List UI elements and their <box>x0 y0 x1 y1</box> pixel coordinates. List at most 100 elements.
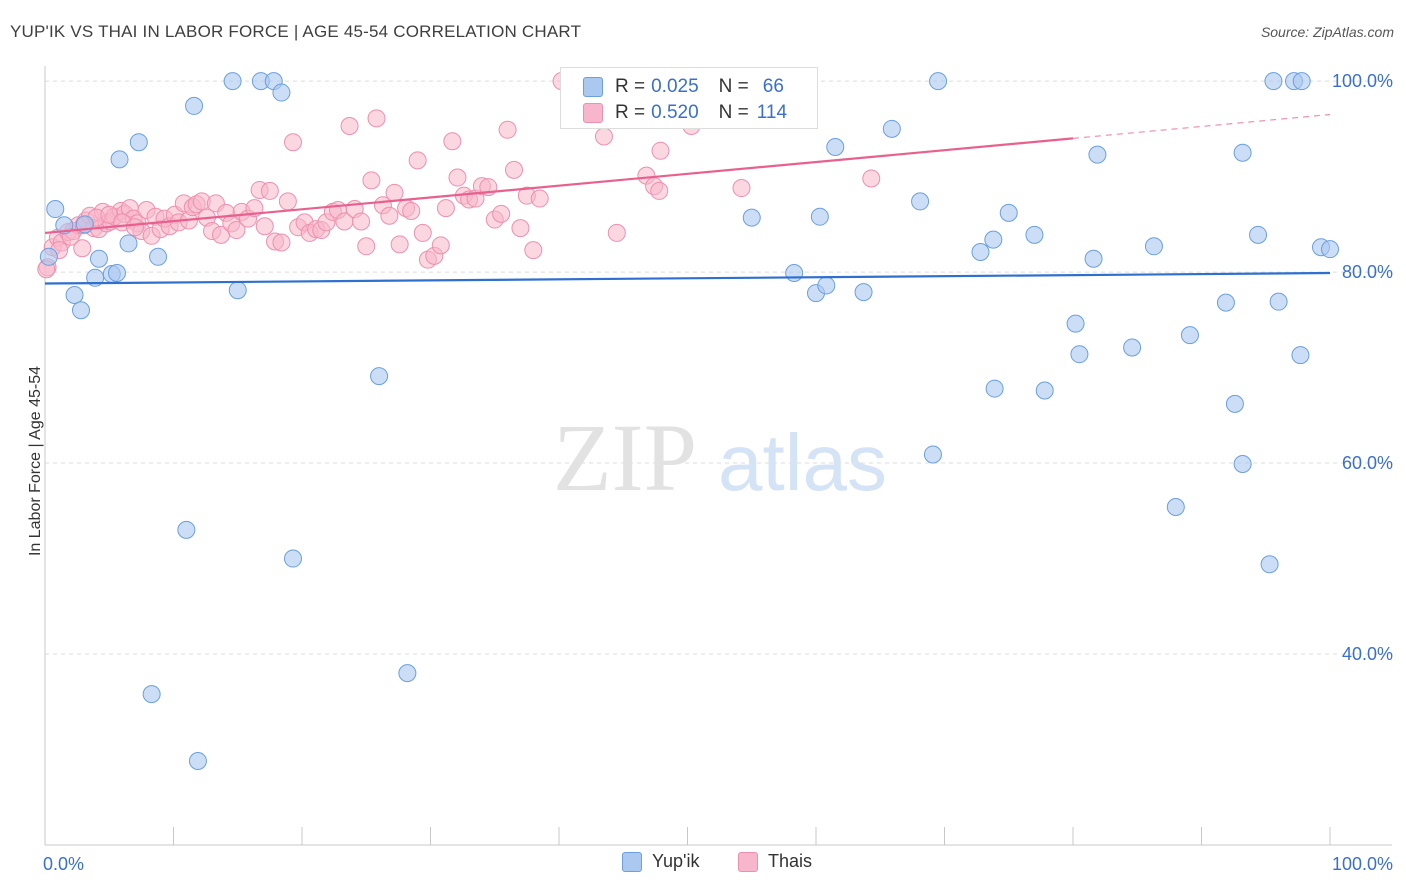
yupik-point <box>1216 293 1235 312</box>
thais-r-value: 0.520 <box>651 102 699 123</box>
thais-point <box>594 127 613 146</box>
thais-point <box>443 132 462 151</box>
thais-point <box>448 168 467 187</box>
thais-point <box>367 109 386 128</box>
axes <box>44 66 1392 846</box>
yupik-point <box>999 203 1018 222</box>
yupik-point <box>1292 72 1311 91</box>
yupik-point <box>142 685 161 704</box>
yupik-point <box>1233 143 1252 162</box>
thais-point <box>390 235 409 254</box>
thais-point <box>431 236 450 255</box>
yupik-point <box>971 243 990 262</box>
yupik-point <box>1025 225 1044 244</box>
thais-point <box>408 151 427 170</box>
yupik-point <box>1249 225 1268 244</box>
y-tick-labels: 40.0% 60.0% 80.0% 100.0% <box>1332 71 1393 664</box>
yupik-point <box>1066 314 1085 333</box>
bottom-legend: Yup'ik Thais <box>0 851 1406 877</box>
yupik-point <box>119 234 138 253</box>
thais-trend-extension <box>1072 113 1331 139</box>
yupik-point <box>985 379 1004 398</box>
y-tick-label: 80.0% <box>1342 262 1393 282</box>
watermark: ZIP atlas <box>553 404 887 511</box>
yupik-point <box>110 150 129 169</box>
legend-yupik-label: Yup'ik <box>652 851 700 871</box>
thais-point <box>284 133 303 152</box>
yupik-point <box>1070 345 1089 364</box>
yupik-point <box>1225 394 1244 413</box>
thais-point <box>524 241 543 260</box>
legend-yupik-swatch <box>622 851 642 872</box>
yupik-point <box>1260 555 1279 574</box>
legend-thais-swatch <box>738 851 758 872</box>
thais-point <box>862 169 881 188</box>
yupik-point <box>1180 326 1199 345</box>
yupik-point <box>223 72 242 91</box>
yupik-r-value: 0.025 <box>651 76 699 97</box>
thais-trend-line <box>44 137 1074 235</box>
yupik-point <box>984 230 1003 249</box>
thais-swatch <box>583 103 603 123</box>
source-label: Source: ZipAtlas.com <box>1260 24 1394 40</box>
y-axis-label: In Labor Force | Age 45-54 <box>27 365 44 557</box>
y-tick-label: 40.0% <box>1342 644 1393 664</box>
yupik-point <box>1088 145 1107 164</box>
thais-point <box>511 219 530 238</box>
yupik-point <box>826 137 845 156</box>
yupik-point <box>71 301 90 320</box>
yupik-points <box>39 72 1339 770</box>
watermark-atlas: atlas <box>718 418 887 507</box>
thais-point <box>436 199 455 218</box>
yupik-point <box>149 247 168 266</box>
thais-point <box>498 120 517 139</box>
yupik-point <box>398 664 417 683</box>
thais-point <box>530 189 549 208</box>
yupik-point <box>370 367 389 386</box>
yupik-point <box>1321 240 1339 259</box>
legend-thais-label: Thais <box>768 851 813 871</box>
yupik-point <box>39 247 58 266</box>
thais-point <box>402 201 421 220</box>
thais-point <box>362 171 381 190</box>
yupik-point <box>911 192 930 211</box>
yupik-n-label: N = <box>718 76 749 97</box>
thais-point <box>255 217 274 236</box>
yupik-trend-line <box>44 271 1331 285</box>
yupik-point <box>882 119 901 138</box>
x-tick-label: 100.0% <box>1332 854 1393 874</box>
thais-point <box>227 221 246 240</box>
yupik-point <box>1264 72 1283 91</box>
legend-item-yupik[interactable]: Yup'ik <box>622 851 699 872</box>
thais-point <box>413 223 432 242</box>
yupik-point <box>1291 346 1310 365</box>
yupik-point <box>89 249 108 268</box>
watermark-zip: ZIP <box>553 404 697 511</box>
yupik-point <box>1084 249 1103 268</box>
yupik-point <box>817 276 836 295</box>
yupik-point <box>284 549 303 568</box>
thais-point <box>385 183 404 202</box>
yupik-point <box>185 96 204 115</box>
yupik-point <box>188 751 207 770</box>
y-tick-label: 60.0% <box>1342 453 1393 473</box>
yupik-point <box>55 216 74 235</box>
yupik-point <box>65 285 84 304</box>
thais-point <box>278 192 297 211</box>
thais-point <box>357 237 376 256</box>
legend-item-thais[interactable]: Thais <box>738 851 812 872</box>
yupik-point <box>742 208 761 227</box>
chart-title: YUP'IK VS THAI IN LABOR FORCE | AGE 45-5… <box>10 22 582 41</box>
trend-lines <box>44 113 1331 285</box>
stats-legend: R = 0.025 N = 66 R = 0.520 N = 114 <box>560 67 818 129</box>
thais-r-label: R = <box>615 102 646 123</box>
yupik-point <box>785 264 804 283</box>
thais-point <box>380 206 399 225</box>
thais-point <box>73 239 92 258</box>
yupik-point <box>1233 455 1252 474</box>
thais-n-value: 114 <box>756 102 788 123</box>
thais-point <box>505 160 524 179</box>
thais-point <box>340 116 359 135</box>
yupik-point <box>272 83 291 102</box>
